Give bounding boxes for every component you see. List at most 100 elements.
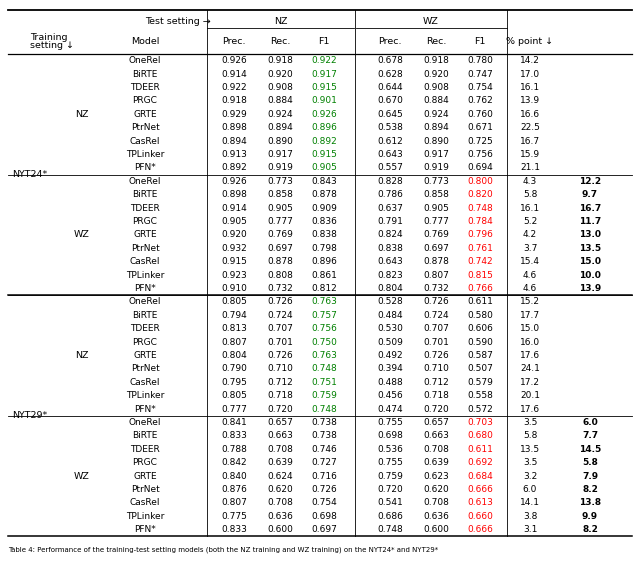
Text: 0.858: 0.858 [267,190,293,199]
Text: 0.678: 0.678 [377,56,403,65]
Text: 0.894: 0.894 [221,137,247,146]
Text: 22.5: 22.5 [520,123,540,132]
Text: 0.763: 0.763 [311,297,337,306]
Text: 0.747: 0.747 [467,70,493,78]
Text: setting ↓: setting ↓ [30,41,74,51]
Text: 0.805: 0.805 [221,297,247,306]
Text: 0.611: 0.611 [467,297,493,306]
Text: 0.896: 0.896 [311,257,337,266]
Text: 0.726: 0.726 [311,485,337,494]
Text: 3.1: 3.1 [523,525,537,534]
Text: 0.918: 0.918 [423,56,449,65]
Text: 0.716: 0.716 [311,472,337,480]
Text: NZ: NZ [275,16,288,26]
Text: 0.898: 0.898 [221,190,247,199]
Text: 0.861: 0.861 [311,271,337,279]
Text: 0.732: 0.732 [267,284,293,293]
Text: 0.663: 0.663 [423,432,449,440]
Text: 0.910: 0.910 [221,284,247,293]
Text: NZ: NZ [76,351,89,360]
Text: 13.5: 13.5 [520,445,540,454]
Text: 0.643: 0.643 [377,257,403,266]
Text: 0.528: 0.528 [377,297,403,306]
Text: 13.5: 13.5 [579,244,601,253]
Text: TPLinker: TPLinker [126,150,164,159]
Text: PFN*: PFN* [134,163,156,173]
Text: 0.815: 0.815 [467,271,493,279]
Text: 0.613: 0.613 [467,498,493,507]
Text: WZ: WZ [74,472,90,480]
Text: 16.7: 16.7 [579,203,601,213]
Text: 0.637: 0.637 [377,203,403,213]
Text: CasRel: CasRel [130,378,160,387]
Text: 0.761: 0.761 [467,244,493,253]
Text: 24.1: 24.1 [520,364,540,374]
Text: 0.726: 0.726 [423,297,449,306]
Text: CasRel: CasRel [130,257,160,266]
Text: 7.7: 7.7 [582,432,598,440]
Text: 0.820: 0.820 [467,190,493,199]
Text: 0.918: 0.918 [221,96,247,105]
Text: 8.2: 8.2 [582,485,598,494]
Text: Rec.: Rec. [270,38,290,46]
Text: 0.756: 0.756 [467,150,493,159]
Text: 0.748: 0.748 [311,404,337,414]
Text: 0.807: 0.807 [423,271,449,279]
Text: 0.636: 0.636 [267,512,293,521]
Text: 0.777: 0.777 [423,217,449,226]
Text: 0.800: 0.800 [467,177,493,186]
Text: 17.7: 17.7 [520,311,540,320]
Text: 4.2: 4.2 [523,231,537,239]
Text: 13.9: 13.9 [579,284,601,293]
Text: 0.766: 0.766 [467,284,493,293]
Text: 0.645: 0.645 [377,110,403,119]
Text: 5.8: 5.8 [582,458,598,467]
Text: 14.5: 14.5 [579,445,601,454]
Text: 0.492: 0.492 [377,351,403,360]
Text: 0.644: 0.644 [377,83,403,92]
Text: 0.812: 0.812 [311,284,337,293]
Text: 17.6: 17.6 [520,404,540,414]
Text: TPLinker: TPLinker [126,391,164,400]
Text: 20.1: 20.1 [520,391,540,400]
Text: 0.923: 0.923 [221,271,247,279]
Text: 0.786: 0.786 [377,190,403,199]
Text: 3.2: 3.2 [523,472,537,480]
Text: 16.6: 16.6 [520,110,540,119]
Text: 0.890: 0.890 [423,137,449,146]
Text: 0.708: 0.708 [423,445,449,454]
Text: 0.795: 0.795 [221,378,247,387]
Text: 0.541: 0.541 [377,498,403,507]
Text: 0.905: 0.905 [423,203,449,213]
Text: 6.0: 6.0 [523,485,537,494]
Text: 0.671: 0.671 [467,123,493,132]
Text: PtrNet: PtrNet [131,123,159,132]
Text: 0.686: 0.686 [377,512,403,521]
Text: 0.636: 0.636 [423,512,449,521]
Text: NYT29*: NYT29* [12,411,47,420]
Text: 21.1: 21.1 [520,163,540,173]
Text: 0.692: 0.692 [467,458,493,467]
Text: 0.509: 0.509 [377,338,403,347]
Text: 0.660: 0.660 [467,512,493,521]
Text: 0.901: 0.901 [311,96,337,105]
Text: 0.755: 0.755 [377,458,403,467]
Text: 14.1: 14.1 [520,498,540,507]
Text: 16.1: 16.1 [520,83,540,92]
Text: 0.708: 0.708 [423,498,449,507]
Text: 0.813: 0.813 [221,324,247,333]
Text: 5.2: 5.2 [523,217,537,226]
Text: 0.842: 0.842 [221,458,247,467]
Text: 0.759: 0.759 [377,472,403,480]
Text: 0.788: 0.788 [221,445,247,454]
Text: 0.929: 0.929 [221,110,247,119]
Text: 0.712: 0.712 [267,378,293,387]
Text: 0.908: 0.908 [267,83,293,92]
Text: 0.807: 0.807 [221,498,247,507]
Text: 0.917: 0.917 [423,150,449,159]
Text: TDEER: TDEER [130,203,160,213]
Text: 13.8: 13.8 [579,498,601,507]
Text: 0.623: 0.623 [423,472,449,480]
Text: 0.915: 0.915 [311,83,337,92]
Text: 0.579: 0.579 [467,378,493,387]
